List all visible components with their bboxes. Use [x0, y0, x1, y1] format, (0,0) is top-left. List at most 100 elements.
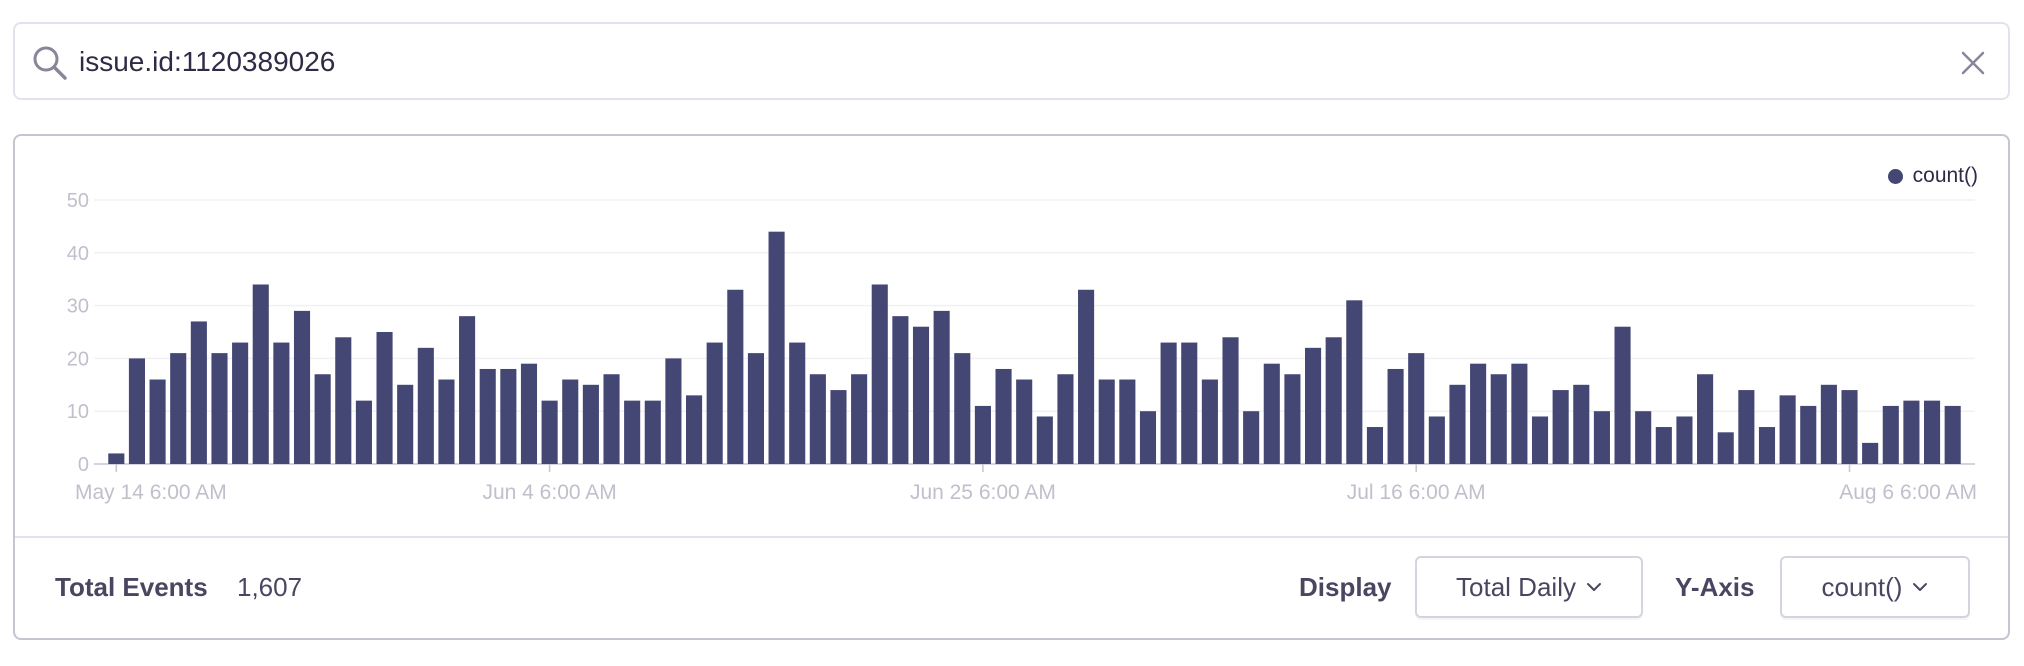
y-axis-dropdown[interactable]: count()	[1780, 556, 1970, 618]
chart-bar	[1139, 411, 1157, 464]
chart-bar	[1820, 384, 1837, 464]
chart-bar	[1511, 363, 1528, 464]
chart-bar	[830, 390, 847, 464]
chart-bar	[686, 395, 703, 464]
chart-bar	[128, 358, 145, 464]
chart-bar	[1160, 342, 1177, 464]
chart-bar	[1573, 384, 1590, 464]
chart-bar	[1201, 379, 1218, 464]
chart-bar	[1119, 379, 1136, 464]
display-dropdown-value: Total Daily	[1456, 571, 1576, 602]
chart-bar	[1016, 379, 1033, 464]
chart-bar	[1758, 427, 1776, 464]
total-events-label: Total Events	[55, 572, 208, 602]
chart-bar	[314, 374, 331, 464]
chart-bar	[1325, 337, 1342, 464]
chart-bar	[1635, 411, 1652, 464]
chart-bar	[1470, 363, 1487, 464]
y-axis-label: Y-Axis	[1675, 572, 1755, 602]
chart-bar	[892, 316, 909, 464]
chart-legend[interactable]: count()	[1887, 164, 1978, 188]
chart-bar	[768, 231, 785, 464]
chart-bar	[706, 342, 723, 464]
close-icon[interactable]	[1958, 48, 1988, 78]
chart-bar	[500, 368, 517, 464]
chart-bar	[252, 284, 269, 464]
x-tick-label: May 14 6:00 AM	[75, 481, 227, 504]
chart-bar	[376, 332, 393, 464]
chart-bar	[789, 342, 806, 464]
chart-bar	[933, 310, 950, 464]
chart-bar	[1222, 337, 1239, 464]
chart-area: 0 10 20 30 40 50 May 14 6:00 AM Jun 4 6:00 AM Ju…	[15, 136, 2008, 536]
chart-bar	[1098, 379, 1115, 464]
x-tick-label: Jun 4 6:00 AM	[482, 481, 616, 504]
chart-bar	[438, 379, 455, 464]
chart-bar	[190, 321, 207, 464]
y-tick-label: 40	[67, 243, 89, 265]
chart-bar	[1531, 416, 1549, 464]
chart-bar	[1676, 416, 1693, 464]
chart-bar	[417, 347, 434, 464]
chart-bar	[871, 284, 888, 464]
chart-bar	[1903, 400, 1920, 464]
search-input[interactable]	[79, 42, 1899, 82]
y-tick-label: 20	[67, 348, 89, 370]
y-tick-label: 10	[67, 401, 89, 423]
legend-marker	[1887, 168, 1903, 184]
chart-footer: Total Events 1,607 Display Total Daily Y…	[15, 536, 2008, 638]
chart-bar	[1738, 390, 1755, 464]
chart-bar	[1717, 432, 1734, 464]
chevron-down-icon	[1913, 583, 1928, 591]
chart-bar	[954, 353, 971, 464]
chart-bar	[1366, 427, 1383, 464]
legend-label: count()	[1912, 164, 1978, 187]
bar-chart: 0 10 20 30 40 50 May 14 6:00 AM Jun 4 6:00 AM Ju…	[67, 190, 1977, 504]
chart-bar	[1181, 342, 1198, 464]
y-tick-label: 50	[67, 190, 89, 212]
total-events-value: 1,607	[237, 572, 303, 602]
chart-bar	[974, 405, 991, 464]
chart-bar	[1263, 363, 1280, 464]
chart-bar	[541, 400, 558, 464]
chart-bar	[1036, 416, 1053, 464]
chart-bar	[747, 353, 764, 464]
display-label: Display	[1299, 572, 1392, 602]
chart-bar	[809, 374, 826, 464]
chart-bar	[1655, 427, 1672, 464]
chart-bar	[1346, 300, 1363, 464]
x-tick-label: Jul 16 6:00 AM	[1347, 481, 1486, 504]
y-tick-label: 30	[67, 296, 89, 318]
chart-bar	[1057, 374, 1074, 464]
chart-bar	[1305, 347, 1322, 464]
x-tick-label: Aug 6 6:00 AM	[1839, 481, 1977, 504]
chart-bar	[582, 384, 599, 464]
search-icon	[33, 46, 67, 80]
chart-bar	[211, 353, 228, 464]
chart-bar	[665, 358, 682, 464]
chart-bar	[1078, 289, 1095, 464]
chart-bar	[459, 316, 476, 464]
chart-bar	[1697, 374, 1714, 464]
chart-bar	[1800, 405, 1817, 464]
chart-bar	[912, 326, 930, 464]
chart-bar	[1449, 384, 1466, 464]
chart-bar	[1490, 374, 1507, 464]
chart-bar	[1284, 374, 1301, 464]
chart-bar	[232, 342, 249, 464]
search-bar[interactable]	[13, 22, 2010, 100]
chart-bar	[1552, 390, 1569, 464]
chart-bar	[1614, 326, 1631, 464]
chart-bar	[1841, 390, 1858, 464]
chart-bar	[1779, 395, 1796, 464]
chart-bar	[624, 400, 641, 464]
display-dropdown[interactable]: Total Daily	[1415, 556, 1643, 618]
chart-bar	[293, 310, 311, 464]
chart-bar	[273, 342, 290, 464]
y-tick-label: 0	[78, 454, 89, 476]
chart-bar	[727, 289, 744, 464]
chart-bar	[335, 337, 352, 464]
chart-bar	[562, 379, 579, 464]
chart-bar	[995, 368, 1012, 464]
chart-bar	[397, 384, 414, 464]
